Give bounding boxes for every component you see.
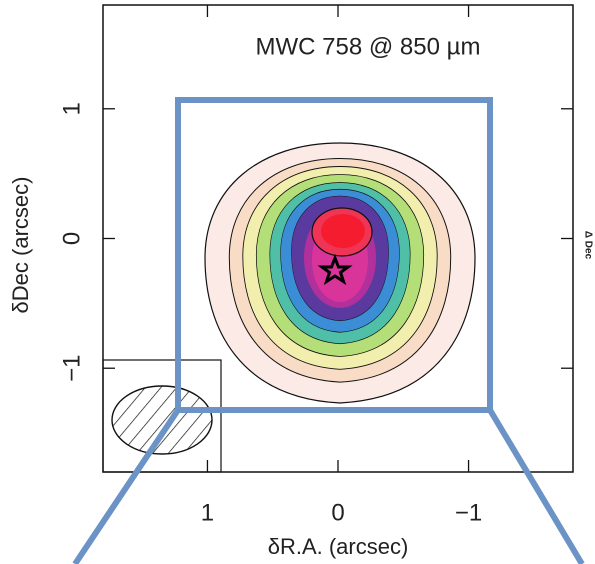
x-axis-label: δR.A. (arcsec) bbox=[268, 534, 409, 559]
chart-title: MWC 758 @ 850 µm bbox=[256, 33, 481, 60]
figure: MWC 758 @ 850 µm δR.A. (arcsec) δDec (ar… bbox=[0, 0, 595, 564]
side-label: Δ Dec bbox=[582, 231, 593, 260]
y-tick-label: 1 bbox=[58, 102, 85, 115]
x-tick-label: 1 bbox=[201, 499, 214, 526]
beam bbox=[112, 386, 212, 454]
zoom-line bbox=[490, 410, 582, 564]
x-tick-label: −1 bbox=[455, 499, 482, 526]
y-tick-label: −1 bbox=[58, 355, 85, 382]
x-tick-label: 0 bbox=[331, 499, 344, 526]
y-axis-label: δDec (arcsec) bbox=[8, 177, 33, 314]
contour-map bbox=[205, 143, 475, 403]
y-tick-label: 0 bbox=[58, 232, 85, 245]
